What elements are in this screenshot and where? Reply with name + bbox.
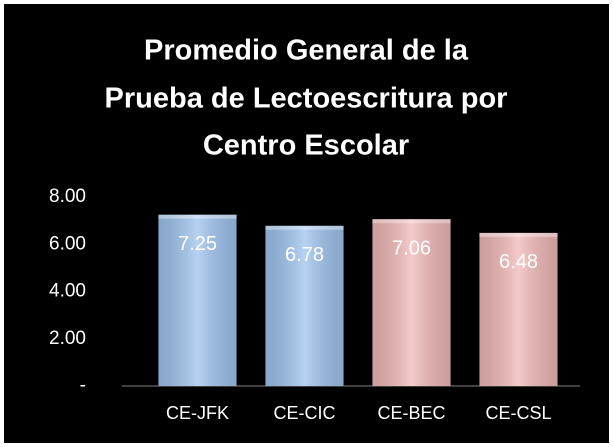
bar-shine (265, 225, 344, 386)
data-label: 7.06 (392, 237, 431, 259)
y-tick-label: 6.00 (49, 233, 86, 254)
y-tick-label: 2.00 (49, 328, 86, 349)
bar-cap (158, 214, 237, 219)
data-label: 7.25 (178, 233, 217, 255)
x-tick-label: CE-CSL (485, 403, 551, 423)
bar-cap (479, 232, 558, 237)
bar-shine (158, 214, 237, 386)
bar-cap (372, 219, 451, 224)
chart-title: Centro Escolar (203, 130, 409, 162)
data-label: 6.48 (499, 251, 538, 273)
x-tick-label: CE-JFK (166, 403, 229, 423)
y-tick-label: - (80, 375, 86, 396)
x-tick-label: CE-BEC (377, 403, 445, 423)
bar-cap (265, 225, 344, 230)
data-label: 6.78 (285, 244, 324, 266)
x-tick-label: CE-CIC (274, 403, 336, 423)
y-tick-label: 8.00 (49, 186, 86, 207)
y-tick-label: 4.00 (49, 281, 86, 302)
chart-title: Promedio General de la (144, 35, 469, 67)
bar-shine (479, 232, 558, 386)
bar-shine (372, 219, 451, 386)
chart-title: Prueba de Lectoescritura por (105, 83, 508, 115)
